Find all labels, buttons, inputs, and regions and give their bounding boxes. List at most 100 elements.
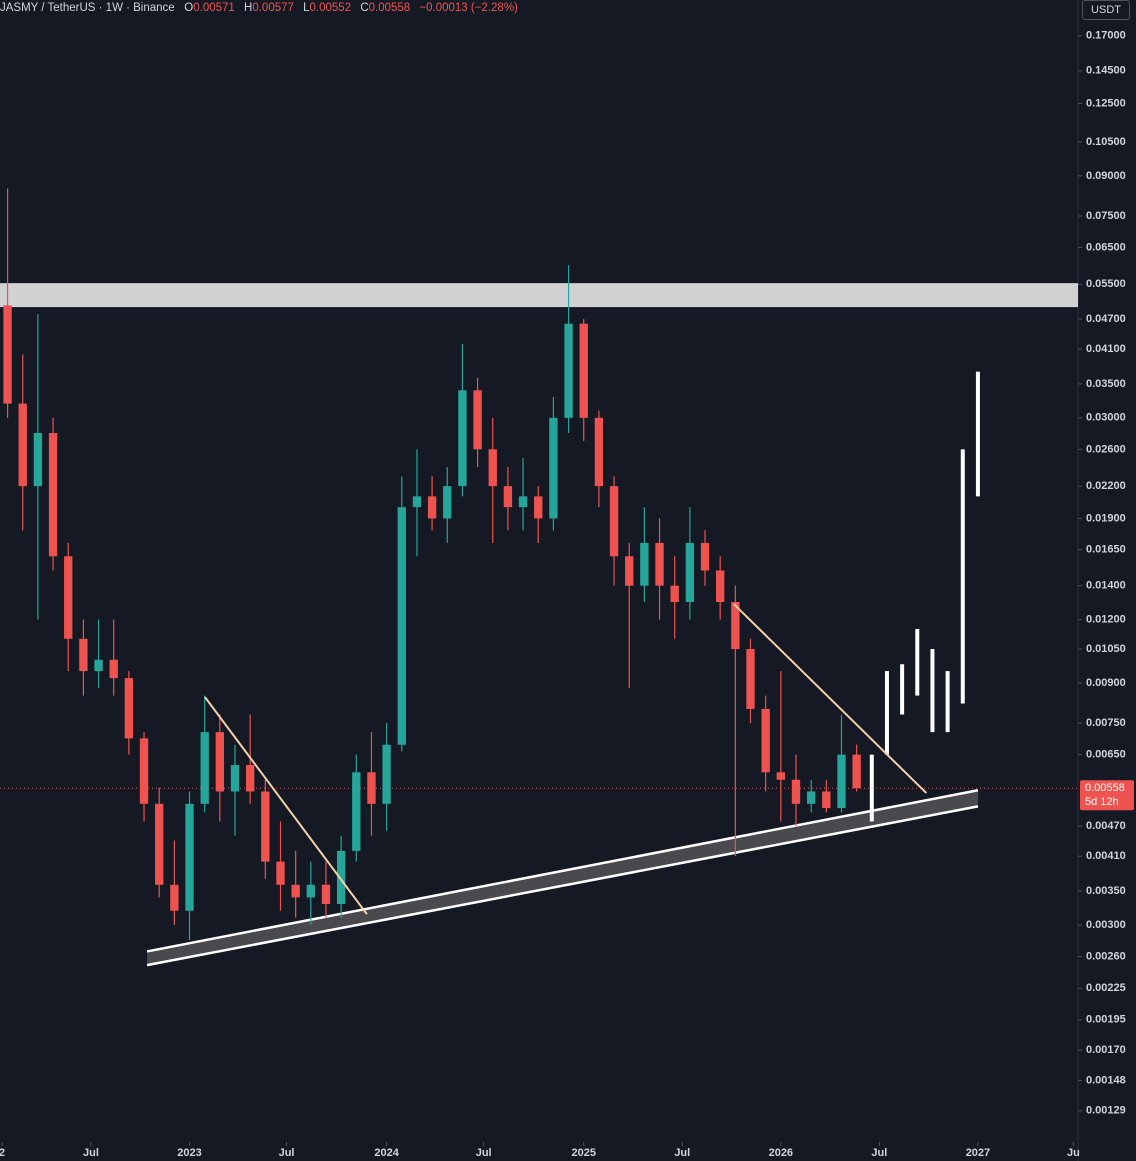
- h-label: H: [244, 2, 253, 14]
- x-tick-label: Jul: [871, 1147, 887, 1159]
- candle-body: [579, 323, 588, 418]
- channel-edge: [146, 789, 979, 953]
- candle-body: [321, 884, 331, 904]
- candle-body: [443, 486, 452, 519]
- y-tick-label: 0.00410: [1086, 850, 1126, 862]
- candle-body: [276, 861, 285, 885]
- candle-body: [352, 772, 361, 851]
- candle-body: [518, 496, 528, 508]
- y-tick-label: 0.14500: [1086, 65, 1126, 77]
- y-tick-label: 0.02200: [1086, 480, 1126, 492]
- candle-body: [625, 556, 634, 586]
- candle-body: [746, 649, 755, 709]
- candle-body: [139, 738, 149, 804]
- y-tick-label: 0.00650: [1086, 749, 1126, 761]
- h-value: 0.00577: [252, 2, 294, 14]
- projection-bar: [884, 671, 889, 755]
- y-tick-label: 0.00260: [1086, 950, 1126, 962]
- candle-body: [397, 507, 406, 745]
- countdown: 5d 12h: [1085, 796, 1119, 808]
- price-label-box: [1080, 780, 1134, 811]
- candle-body: [427, 496, 437, 519]
- candle-body: [200, 732, 209, 804]
- candle-body: [261, 791, 270, 862]
- x-tick-label: 2: [0, 1147, 5, 1159]
- candle-body: [609, 486, 619, 557]
- projection-bar: [975, 371, 980, 497]
- change: −0.00013 (−2.28%): [419, 2, 518, 14]
- candle-body: [488, 449, 497, 487]
- currency-button[interactable]: USDT: [1082, 0, 1130, 20]
- c-label: C: [360, 2, 369, 14]
- trendline: [733, 603, 928, 794]
- x-tick-label: Jul: [674, 1147, 690, 1159]
- x-tick-label: 2023: [177, 1147, 201, 1159]
- x-tick-label: 2025: [571, 1147, 595, 1159]
- candle-body: [170, 884, 179, 911]
- candle-body: [837, 754, 846, 809]
- o-label: O: [184, 2, 194, 14]
- y-tick-label: 0.07500: [1086, 210, 1126, 222]
- y-tick-label: 0.17000: [1086, 30, 1126, 42]
- candle-body: [700, 542, 710, 571]
- candle-body: [685, 542, 695, 603]
- y-tick-label: 0.03000: [1086, 412, 1126, 424]
- projection-bar: [930, 649, 935, 733]
- projection-bar: [869, 754, 874, 822]
- candle-body: [155, 803, 164, 885]
- candle-body: [245, 765, 255, 792]
- candle-body: [94, 659, 103, 672]
- candle-body: [806, 791, 816, 804]
- y-tick-label: 0.01200: [1086, 614, 1126, 626]
- candle-body: [3, 305, 12, 404]
- l-value: 0.00552: [309, 2, 352, 14]
- y-tick-label: 0.09000: [1086, 170, 1126, 182]
- x-tick-label: Ju: [1067, 1147, 1080, 1159]
- candle-body: [822, 791, 831, 809]
- candle-body: [731, 602, 740, 650]
- x-tick-label: Jul: [476, 1147, 492, 1159]
- resistance-zone: [0, 283, 1078, 308]
- candle-body: [503, 486, 513, 508]
- y-tick-label: 0.00129: [1086, 1105, 1126, 1117]
- candle-body: [18, 403, 27, 487]
- x-tick-label: 2027: [966, 1147, 990, 1159]
- candle-body: [564, 323, 573, 418]
- y-tick-label: 0.00225: [1086, 982, 1126, 994]
- support-channel: [147, 790, 978, 966]
- candle-body: [367, 772, 376, 804]
- candle-body: [109, 659, 118, 679]
- x-tick-label: Jul: [279, 1147, 295, 1159]
- candle-body: [79, 638, 88, 672]
- y-tick-label: 0.04700: [1086, 313, 1126, 325]
- candle-body: [215, 732, 225, 792]
- y-tick-label: 0.10500: [1086, 136, 1126, 148]
- y-tick-label: 0.00148: [1086, 1074, 1126, 1086]
- y-tick-label: 0.03500: [1086, 378, 1126, 390]
- price-label: 0.00558: [1085, 782, 1125, 794]
- candle-body: [33, 433, 43, 487]
- y-tick-label: 0.01400: [1086, 580, 1126, 592]
- y-tick-label: 0.04100: [1086, 343, 1126, 355]
- candle-body: [534, 496, 543, 519]
- candle-body: [716, 570, 725, 603]
- y-tick-label: 0.01900: [1086, 512, 1126, 524]
- candle-body: [640, 542, 649, 586]
- l-label: L: [303, 2, 310, 14]
- x-tick-label: 2026: [769, 1147, 793, 1159]
- trendline: [204, 696, 368, 915]
- y-tick-label: 0.00300: [1086, 919, 1126, 931]
- candle-body: [291, 884, 300, 898]
- candle-body: [852, 754, 861, 789]
- y-tick-label: 0.05500: [1086, 278, 1126, 290]
- y-tick-label: 0.02600: [1086, 443, 1126, 455]
- candle-body: [124, 678, 134, 739]
- legend-header: JASMY / TetherUS · 1W · Binance O0.00571…: [0, 2, 524, 14]
- candle-body: [64, 556, 73, 639]
- o-value: 0.00571: [193, 2, 235, 14]
- candle-body: [306, 884, 315, 898]
- x-tick-label: 2024: [374, 1147, 399, 1159]
- candle-body: [791, 779, 801, 804]
- candle-body: [412, 496, 422, 508]
